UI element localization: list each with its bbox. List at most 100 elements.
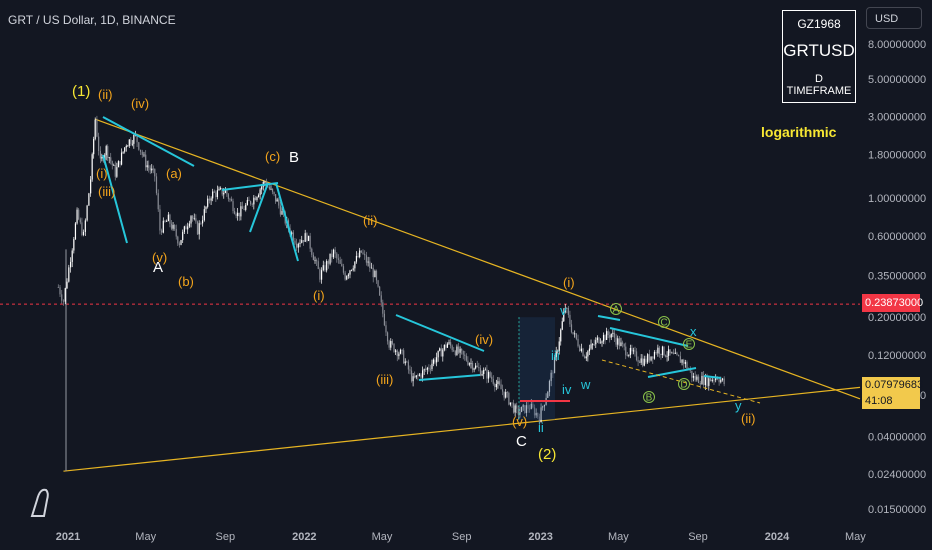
candle-body [327, 261, 329, 264]
red-level-badge: 0.23873000 [862, 294, 923, 312]
candle-body [432, 359, 435, 364]
candle-body [152, 168, 154, 170]
candle-body [180, 240, 182, 245]
candle-body [420, 374, 422, 378]
candle-body [364, 253, 366, 256]
candle-body [187, 226, 189, 230]
candle-body [550, 372, 552, 382]
candle-body [451, 345, 453, 351]
candle-body [218, 188, 220, 191]
candle-body [276, 199, 278, 202]
trend-line-lower [63, 386, 861, 472]
candle-body [344, 272, 346, 280]
candle-body [385, 325, 387, 333]
candle-body [721, 378, 724, 380]
candle-body [401, 349, 403, 351]
candle-body [706, 375, 708, 386]
candle-body [635, 351, 638, 360]
candle-body [64, 288, 66, 302]
y-tick-label: 1.00000000 [868, 193, 926, 205]
candle-body [148, 165, 150, 168]
candle-body [74, 223, 77, 240]
candle-body [232, 201, 234, 212]
candle-body [185, 226, 187, 230]
candle-body [532, 403, 534, 408]
wave-label-cyan-ii: ii [538, 420, 544, 435]
candle-body [88, 193, 90, 206]
candle-body [514, 405, 516, 413]
wave-circle-C [658, 316, 670, 328]
overlay-line [275, 182, 299, 262]
candle-body [133, 134, 135, 144]
candle-body [254, 197, 257, 201]
candle-body [322, 265, 324, 271]
candle-body [301, 240, 303, 243]
candle-body [78, 209, 80, 220]
candle-body [580, 348, 582, 352]
candle-body [113, 164, 115, 166]
wave-label-iv-mid: (iv) [475, 332, 493, 347]
candle-body [93, 138, 95, 155]
y-tick-label: 0.12000000 [868, 350, 926, 362]
candle-body [257, 195, 260, 198]
candle-body [691, 370, 693, 378]
candle-body [632, 350, 635, 352]
candle-body [175, 229, 177, 237]
candle-body [233, 211, 236, 214]
info-timeframe: D TIMEFRAME [786, 73, 852, 97]
overlay-line [102, 154, 128, 244]
candle-body [324, 265, 326, 271]
candle-body [501, 389, 504, 392]
candle-body [584, 356, 586, 359]
wave-circle-label-C: C [660, 318, 667, 329]
candle-body [125, 145, 127, 148]
wave-label-a: (a) [166, 166, 182, 181]
candle-body [607, 331, 609, 336]
candle-body [704, 375, 706, 386]
candles [57, 115, 725, 427]
candle-body [336, 253, 338, 259]
wave-circle-label-A: A [613, 305, 620, 316]
candle-body [569, 314, 571, 325]
wave-label-cyan-iv: iv [562, 382, 572, 397]
x-tick-label: May [372, 531, 393, 543]
candle-body [299, 242, 301, 244]
candle-body [678, 354, 680, 357]
candle-body [615, 337, 617, 345]
candle-body [141, 151, 143, 155]
candle-body [672, 352, 675, 354]
candle-body [341, 263, 343, 267]
candle-body [643, 358, 645, 366]
candle-body [588, 348, 591, 352]
candle-body [645, 358, 647, 363]
candle-body [422, 370, 424, 378]
wave-label-w: w [580, 377, 591, 392]
candle-body [650, 356, 652, 361]
wave-circle-label-E: E [686, 340, 693, 351]
candle-body [188, 223, 190, 227]
candle-body [640, 358, 642, 363]
candle-body [238, 212, 240, 217]
wave-label-ii-mid: (ii) [363, 213, 377, 228]
candle-body [498, 381, 501, 385]
candle-body [349, 270, 351, 275]
wave-label-i-mid: (i) [313, 288, 325, 303]
candle-body [149, 167, 151, 171]
candle-body [205, 206, 207, 210]
currency-button[interactable]: USD [866, 7, 922, 29]
candle-body [543, 404, 546, 407]
candle-body [183, 226, 185, 232]
candle-body [167, 214, 169, 222]
candle-body [494, 383, 496, 388]
candle-body [570, 324, 573, 333]
overlay-line [221, 182, 279, 191]
candle-body [456, 346, 458, 356]
candle-body [637, 359, 639, 362]
candle-body [372, 267, 374, 278]
candle-body [505, 392, 507, 398]
candle-body [489, 372, 491, 377]
candle-body [383, 313, 386, 326]
y-tick-label: 8.00000000 [868, 39, 926, 51]
candle-body [292, 232, 294, 241]
